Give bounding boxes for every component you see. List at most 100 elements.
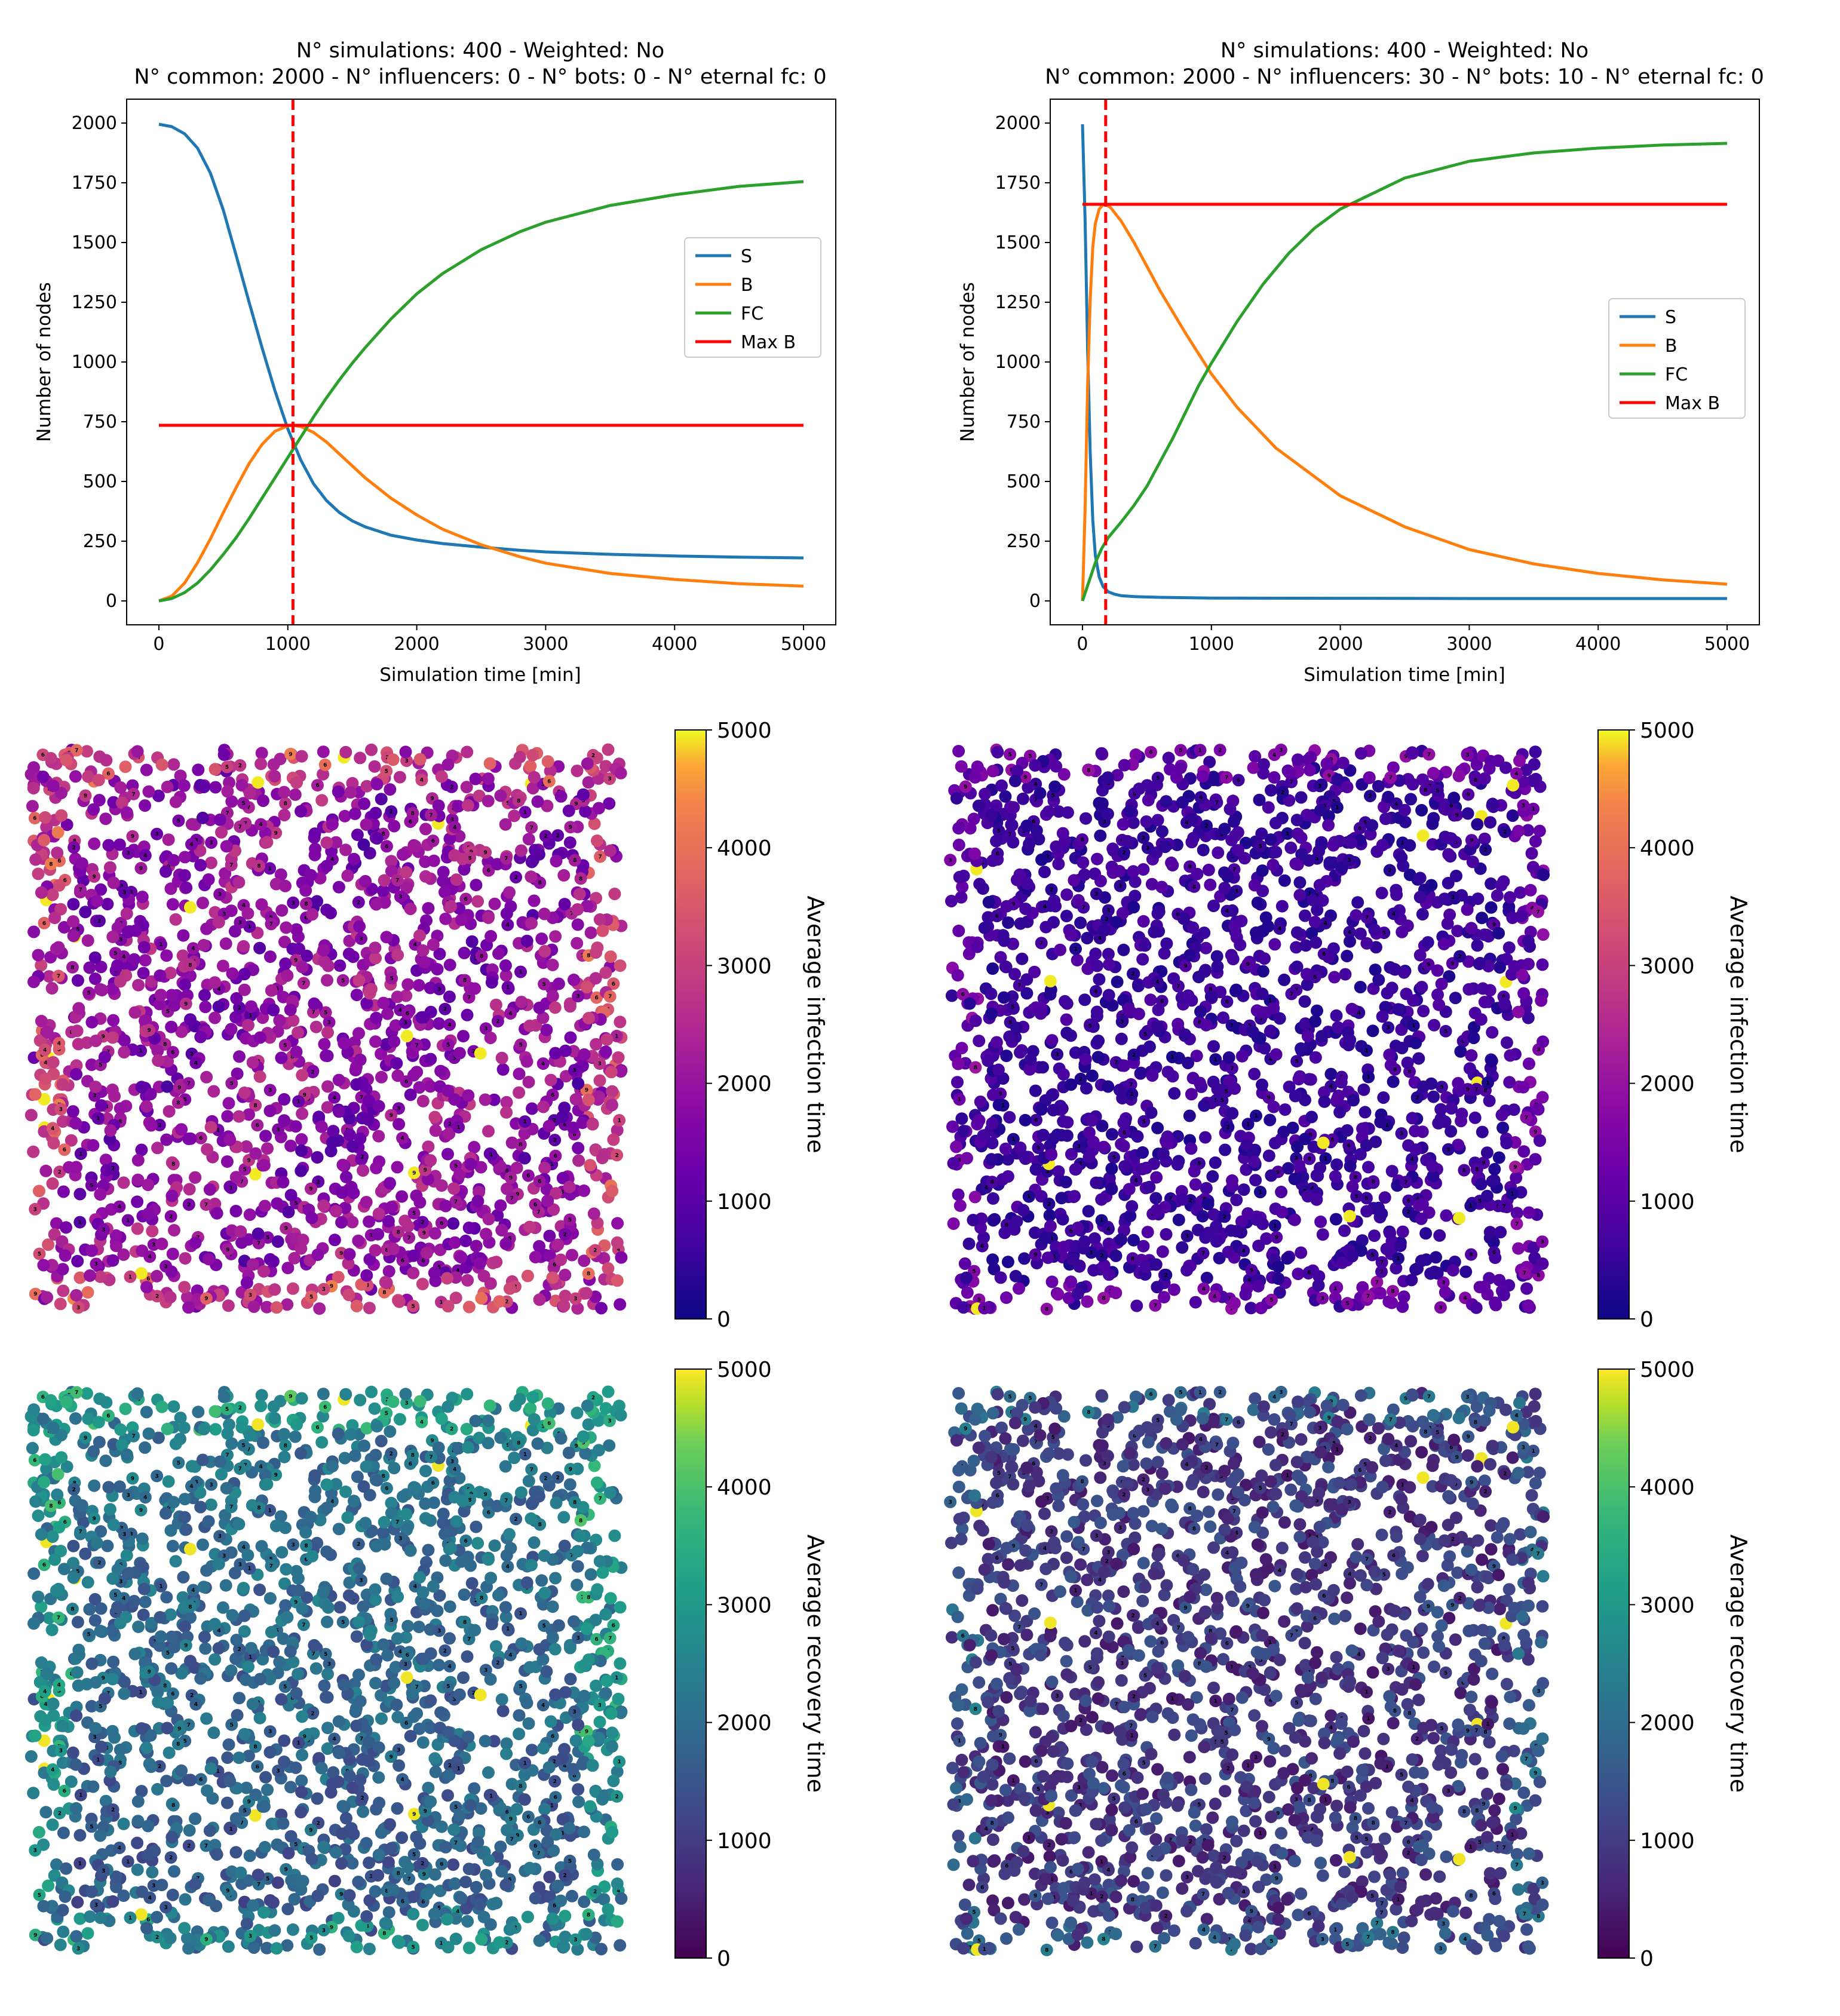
network-node bbox=[166, 898, 179, 911]
network-node bbox=[1050, 760, 1063, 773]
node-label: 7 bbox=[415, 1043, 419, 1049]
node-label: 3 bbox=[155, 831, 158, 837]
network-node bbox=[967, 1214, 980, 1226]
network-node bbox=[518, 1152, 531, 1165]
network-node bbox=[591, 834, 603, 847]
network-node bbox=[1123, 805, 1136, 818]
node-label: 2 bbox=[421, 1220, 424, 1226]
network-node bbox=[1051, 1288, 1065, 1301]
network-node bbox=[164, 1291, 177, 1304]
network-node bbox=[1179, 1028, 1192, 1041]
network-node bbox=[167, 758, 180, 771]
node-label: 8 bbox=[587, 1271, 590, 1277]
node-label: 6 bbox=[385, 844, 388, 850]
network-node bbox=[281, 969, 294, 982]
network-node bbox=[1485, 1054, 1498, 1067]
network-node bbox=[1131, 1130, 1144, 1143]
node-label: 6 bbox=[487, 868, 490, 874]
network-node bbox=[47, 1056, 60, 1069]
node-label: 7 bbox=[1474, 1087, 1478, 1093]
network-node bbox=[1336, 756, 1350, 769]
network-node bbox=[271, 1235, 284, 1248]
network-node bbox=[1150, 1204, 1163, 1217]
network-node bbox=[1066, 1253, 1080, 1266]
network-node bbox=[32, 867, 45, 880]
network-node bbox=[1130, 1299, 1143, 1312]
node-label: 4 bbox=[1155, 980, 1159, 986]
network-node bbox=[1314, 1215, 1327, 1228]
network-node bbox=[1376, 839, 1389, 852]
node-label: 5 bbox=[411, 1304, 415, 1310]
node-label: 3 bbox=[102, 1228, 105, 1233]
network-node bbox=[1057, 1068, 1070, 1081]
network-node bbox=[1248, 1155, 1261, 1168]
network-node bbox=[404, 1088, 417, 1101]
network-node bbox=[197, 781, 210, 793]
network-node bbox=[104, 1124, 117, 1137]
network-node bbox=[510, 871, 523, 883]
network-node bbox=[70, 1067, 83, 1081]
network-node bbox=[151, 1142, 164, 1155]
legend-label-s: S bbox=[741, 246, 752, 267]
network-node bbox=[1442, 876, 1455, 889]
network-node bbox=[420, 1247, 433, 1259]
network-node bbox=[1409, 1036, 1422, 1050]
network-node bbox=[1186, 1072, 1200, 1085]
network-node bbox=[950, 1140, 963, 1153]
network-node bbox=[563, 836, 576, 849]
network-node bbox=[558, 898, 571, 911]
network-node bbox=[1333, 1106, 1347, 1119]
network-node bbox=[332, 1105, 345, 1118]
network-node bbox=[1090, 1176, 1103, 1189]
network-node bbox=[457, 1671, 470, 1684]
network-node bbox=[1044, 988, 1057, 1001]
network-node bbox=[249, 1168, 262, 1181]
network-node bbox=[1144, 993, 1157, 1007]
node-label: 7 bbox=[302, 981, 305, 987]
node-label: 2 bbox=[317, 1179, 320, 1185]
network-node bbox=[313, 1302, 326, 1315]
network-node bbox=[179, 1252, 192, 1265]
network-node bbox=[987, 1214, 1000, 1227]
network-node bbox=[50, 1217, 63, 1230]
node-label: 2 bbox=[58, 1170, 62, 1176]
node-label: 6 bbox=[199, 1136, 203, 1142]
network-node bbox=[1133, 783, 1146, 796]
network-node bbox=[1529, 1153, 1542, 1166]
network-node bbox=[1142, 794, 1155, 807]
network-node bbox=[1080, 812, 1092, 825]
node-label: 7 bbox=[225, 811, 229, 817]
network-node bbox=[320, 860, 333, 873]
network-node bbox=[1474, 1013, 1488, 1026]
node-label: 4 bbox=[1199, 795, 1203, 801]
network-node bbox=[1400, 987, 1413, 1001]
network-node bbox=[1426, 1159, 1439, 1173]
network-node bbox=[363, 1302, 376, 1315]
node-label: 8 bbox=[463, 978, 467, 984]
network-node bbox=[1039, 920, 1053, 934]
node-label: 1 bbox=[1254, 1113, 1258, 1119]
node-label: 4 bbox=[1034, 782, 1038, 788]
node-label: 9 bbox=[1267, 1096, 1271, 1101]
network-node bbox=[422, 902, 435, 915]
network-node bbox=[279, 879, 292, 892]
network-node bbox=[338, 809, 351, 823]
network-node bbox=[212, 916, 225, 929]
node-label: 5 bbox=[1345, 1301, 1349, 1307]
network-node bbox=[293, 943, 305, 956]
network-node bbox=[1341, 950, 1354, 962]
network-node bbox=[85, 1015, 99, 1029]
node-label: 5 bbox=[183, 1097, 187, 1103]
network-node bbox=[1255, 827, 1268, 840]
node-label: 3 bbox=[608, 777, 611, 783]
network-node bbox=[525, 821, 538, 834]
network-node bbox=[986, 765, 999, 778]
network-node bbox=[1512, 1242, 1525, 1255]
network-node bbox=[437, 866, 450, 879]
node-label: 6 bbox=[431, 839, 435, 845]
network-node bbox=[995, 779, 1008, 792]
network-node bbox=[1417, 1005, 1430, 1018]
network-node bbox=[369, 806, 382, 820]
network-node bbox=[1262, 801, 1275, 814]
network-node bbox=[243, 1208, 256, 1221]
